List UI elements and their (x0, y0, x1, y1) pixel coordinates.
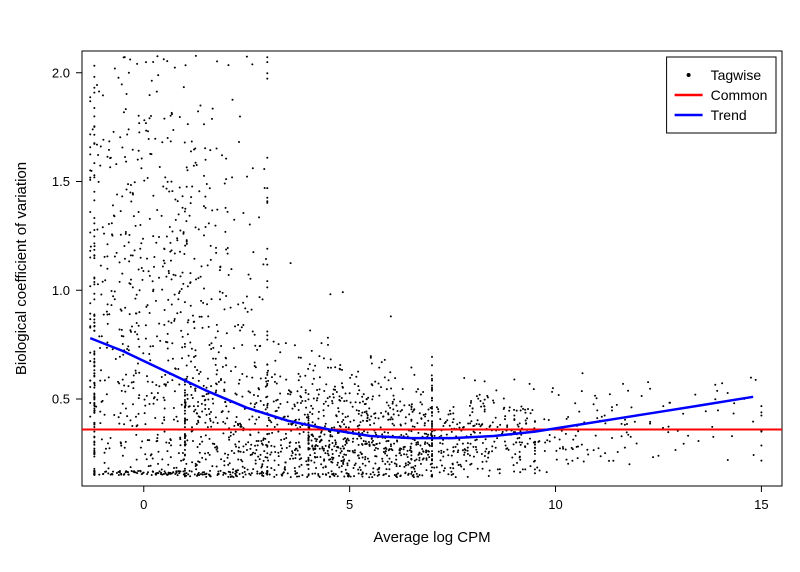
y-tick-label: 1.5 (52, 174, 70, 189)
legend-label: Common (711, 87, 768, 103)
x-tick-label: 0 (140, 497, 147, 512)
series-trend-line (90, 338, 753, 438)
x-tick-label: 5 (346, 497, 353, 512)
series-tagwise-points (89, 55, 762, 478)
y-tick-label: 1.0 (52, 283, 70, 298)
bcv-plot: 0 5 10 15 0.5 1.0 1.5 2.0 Average log CPM Biologi… (0, 0, 800, 572)
y-tick-label: 2.0 (52, 65, 70, 80)
legend-swatch-point (687, 73, 691, 77)
y-axis-label: Biological coefficient of variation (13, 162, 30, 375)
x-tick-label: 15 (754, 497, 768, 512)
legend: Tagwise Common Trend (667, 57, 776, 133)
legend-label: Tagwise (711, 67, 762, 83)
legend-label: Trend (711, 107, 747, 123)
x-tick-label: 10 (548, 497, 562, 512)
y-tick-label: 0.5 (52, 392, 70, 407)
x-axis-label: Average log CPM (373, 529, 490, 546)
